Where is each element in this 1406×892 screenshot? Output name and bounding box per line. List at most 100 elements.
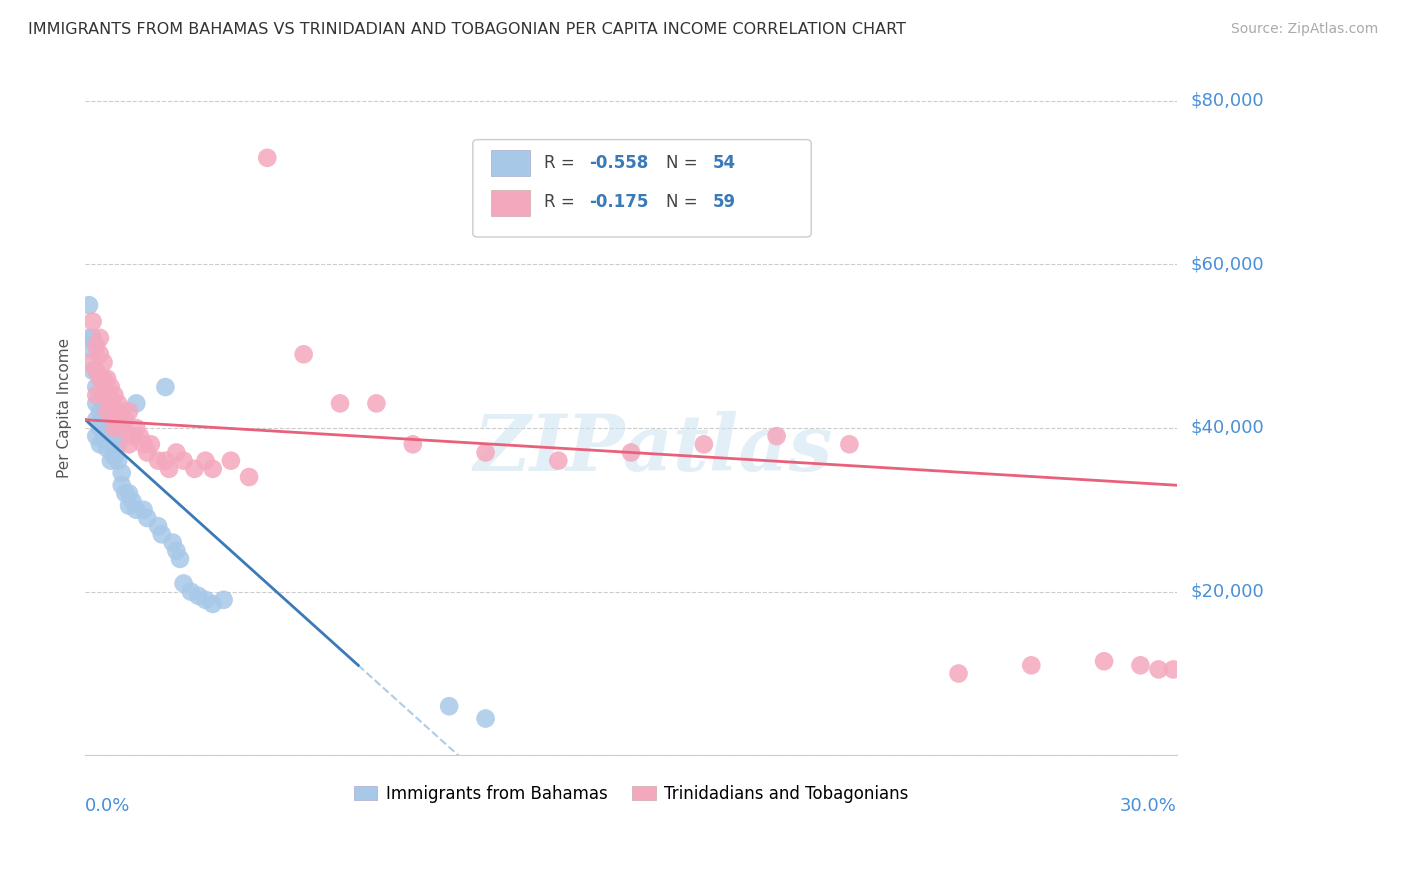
Point [838,437,860,451]
FancyBboxPatch shape [491,190,530,216]
Point [366,396,388,410]
Point [89,437,111,451]
Point [100,396,122,410]
Point [107,421,129,435]
Point [238,470,260,484]
Point [111,404,134,418]
Text: 54: 54 [713,153,737,171]
Point [93,434,115,448]
Point [96,442,118,456]
Point [96,372,118,386]
Point [77,355,100,369]
Text: -0.558: -0.558 [589,153,650,171]
Point [84,388,107,402]
Point [212,592,235,607]
Point [136,445,159,459]
Point [165,543,187,558]
Point [547,453,569,467]
Y-axis label: Per Capita Income: Per Capita Income [58,337,72,477]
Text: N =: N = [666,153,703,171]
Point [118,486,141,500]
Point [103,404,125,418]
Point [162,535,184,549]
Point [107,396,129,410]
Point [187,589,209,603]
Point [103,434,125,448]
Point [201,597,224,611]
Point [77,331,100,345]
Text: 0.0%: 0.0% [86,797,131,815]
Point [103,388,125,402]
Point [125,503,148,517]
Point [173,453,195,467]
Point [89,372,111,386]
Point [121,429,143,443]
Point [100,380,122,394]
Point [292,347,315,361]
Point [437,699,460,714]
Point [256,151,278,165]
FancyBboxPatch shape [472,140,811,237]
Text: IMMIGRANTS FROM BAHAMAS VS TRINIDADIAN AND TOBAGONIAN PER CAPITA INCOME CORRELAT: IMMIGRANTS FROM BAHAMAS VS TRINIDADIAN A… [28,22,905,37]
Text: R =: R = [544,194,579,211]
Point [1161,662,1184,676]
Point [107,437,129,451]
Point [93,388,115,402]
Point [93,372,115,386]
Point [329,396,352,410]
Point [82,314,104,328]
Point [765,429,787,443]
Point [118,404,141,418]
Point [100,425,122,439]
Text: N =: N = [666,194,703,211]
Point [84,413,107,427]
Legend: Immigrants from Bahamas, Trinidadians and Tobagonians: Immigrants from Bahamas, Trinidadians an… [347,779,915,810]
Text: $80,000: $80,000 [1191,92,1264,110]
Point [474,445,496,459]
Text: R =: R = [544,153,579,171]
Point [121,494,143,508]
Point [84,339,107,353]
Point [180,584,202,599]
Point [107,413,129,427]
Point [173,576,195,591]
FancyBboxPatch shape [491,150,530,177]
Text: Source: ZipAtlas.com: Source: ZipAtlas.com [1230,22,1378,37]
Point [100,453,122,467]
Point [125,421,148,435]
Point [84,364,107,378]
Point [96,404,118,418]
Text: $20,000: $20,000 [1191,582,1264,600]
Point [93,409,115,423]
Point [103,421,125,435]
Point [114,413,136,427]
Text: $60,000: $60,000 [1191,255,1264,273]
Point [194,592,217,607]
Point [100,437,122,451]
Point [1147,662,1170,676]
Point [96,388,118,402]
Point [201,462,224,476]
Point [402,437,425,451]
Point [96,404,118,418]
Point [118,437,141,451]
Point [219,453,242,467]
Point [100,413,122,427]
Point [111,478,134,492]
Point [693,437,716,451]
Point [139,437,162,451]
Point [89,421,111,435]
Point [157,462,180,476]
Point [155,380,177,394]
Point [132,503,155,517]
Point [132,437,155,451]
Point [1019,658,1042,673]
Point [111,466,134,480]
Point [155,453,177,467]
Point [1092,654,1115,668]
Text: 30.0%: 30.0% [1121,797,1177,815]
Point [169,552,191,566]
Point [96,417,118,431]
Text: $40,000: $40,000 [1191,419,1264,437]
Point [620,445,643,459]
